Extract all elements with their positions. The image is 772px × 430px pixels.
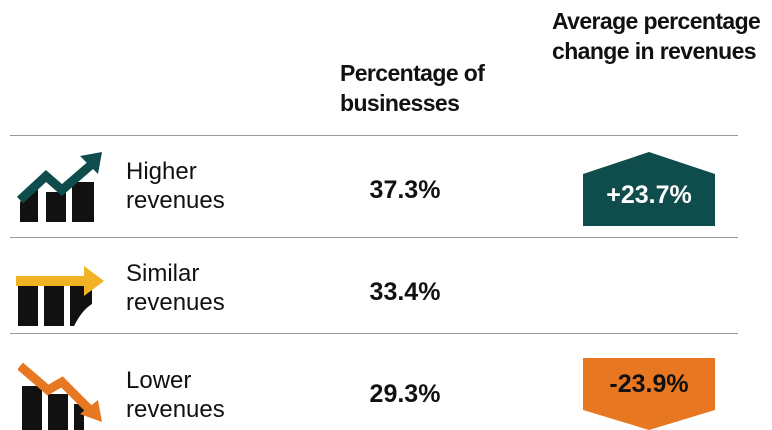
higher-icon — [16, 152, 102, 222]
column-header: Percentage of businesses — [340, 60, 485, 116]
column-header: Average percentage change in revenues — [552, 8, 761, 64]
divider — [10, 333, 738, 334]
row-label: Similar revenues — [126, 260, 225, 316]
percentage: 37.3% — [369, 176, 441, 204]
divider — [10, 135, 738, 136]
lower-icon — [18, 362, 102, 430]
divider — [10, 237, 738, 238]
percentage: 29.3% — [369, 380, 441, 408]
change-value: +23.7% — [606, 181, 692, 209]
row-label: Higher revenues — [126, 158, 225, 214]
percentage: 33.4% — [369, 278, 441, 306]
change-value: -23.9% — [609, 370, 689, 398]
similar-icon — [16, 266, 104, 326]
row-label: Lower revenues — [126, 367, 225, 423]
change-badge — [583, 152, 715, 226]
change-badge — [583, 358, 715, 430]
